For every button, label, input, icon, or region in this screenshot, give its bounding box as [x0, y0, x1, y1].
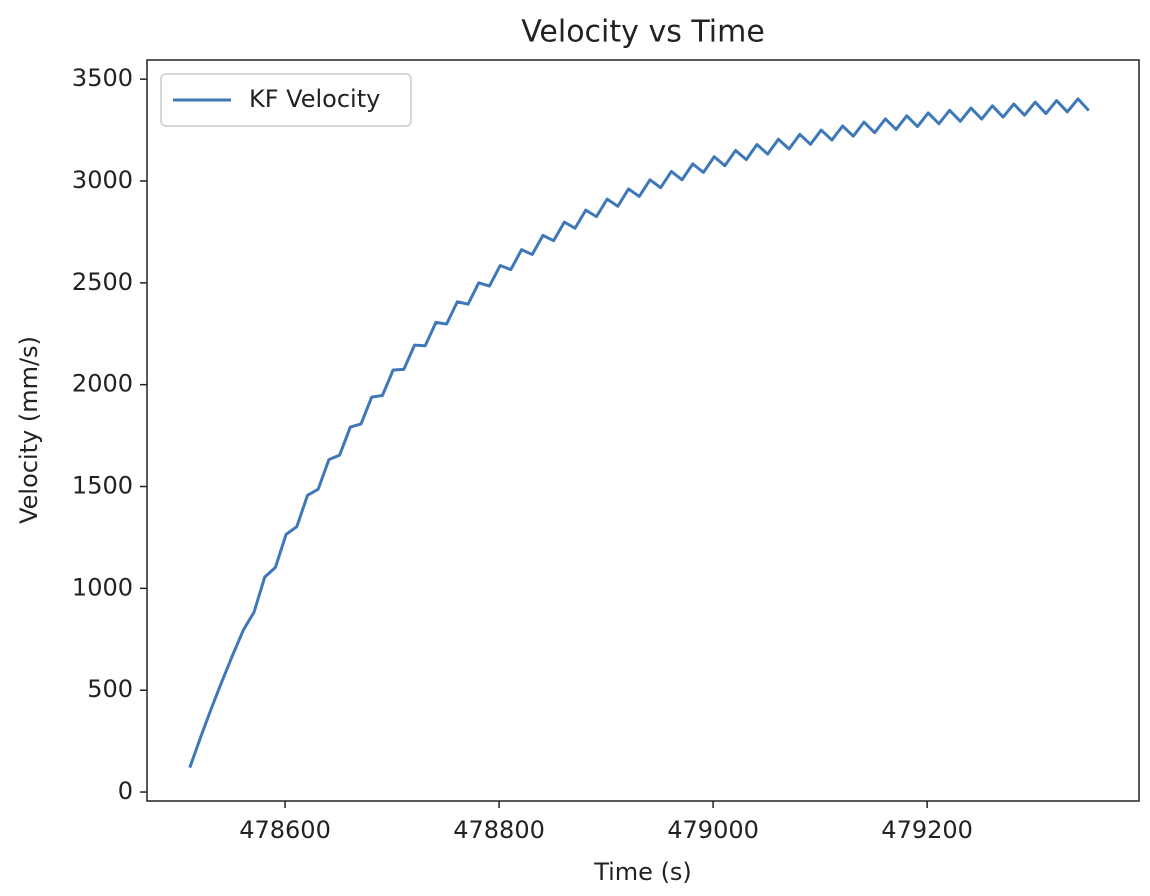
x-tick-label: 479000 — [667, 816, 759, 844]
legend-label: KF Velocity — [249, 85, 380, 113]
y-axis-label: Velocity (mm/s) — [15, 336, 43, 524]
data-line — [188, 97, 1090, 769]
plot-frame — [146, 59, 1140, 802]
y-tick-label: 1500 — [72, 472, 133, 500]
y-tick-label: 3000 — [72, 166, 133, 194]
y-tick-label: 3500 — [72, 64, 133, 92]
x-tick-label: 478800 — [453, 816, 545, 844]
y-tick-label: 500 — [87, 675, 133, 703]
y-tick-label: 0 — [118, 777, 133, 805]
x-tick-label: 479200 — [881, 816, 973, 844]
legend: KF Velocity — [160, 73, 412, 127]
y-tick-label: 2000 — [72, 370, 133, 398]
x-axis-label: Time (s) — [593, 858, 692, 886]
y-tick-label: 2500 — [72, 268, 133, 296]
y-tick-label: 1000 — [72, 573, 133, 601]
chart-title: Velocity vs Time — [521, 15, 765, 50]
x-tick-label: 478600 — [239, 816, 331, 844]
legend-box — [160, 73, 412, 127]
